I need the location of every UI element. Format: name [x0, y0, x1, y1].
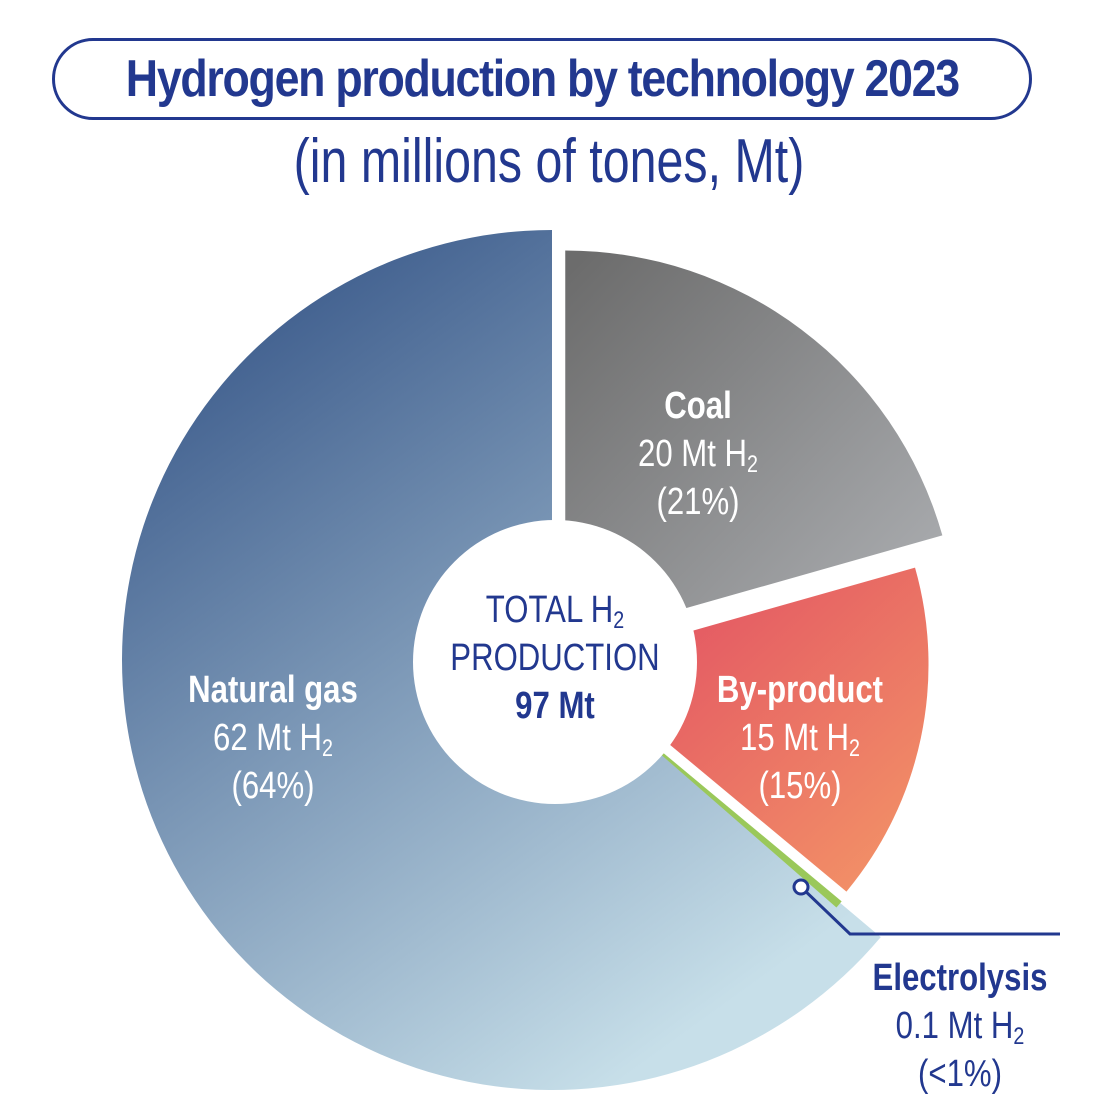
slice-label-electrolysis-name: Electrolysis	[873, 957, 1048, 999]
slice-label-byproduct-amount: 15 Mt H2	[740, 717, 860, 761]
slice-label-coal-amount: 20 Mt H2	[638, 433, 758, 477]
center-hole	[413, 520, 697, 804]
chart-title-box: Hydrogen production by technology 2023	[52, 38, 1032, 120]
center-label-line2: PRODUCTION	[450, 637, 659, 679]
electrolysis-leader-line	[799, 885, 1060, 936]
electrolysis-leader-dot	[792, 878, 810, 896]
center-total-text: TOTAL H	[486, 589, 614, 631]
chart-subtitle: (in millions of tones, Mt)	[293, 127, 805, 196]
center-label-total: 97 Mt	[515, 685, 595, 727]
slice-label-electrolysis-amount: 0.1 Mt H2	[896, 1005, 1025, 1049]
slice-label-natural-gas-amount: 62 Mt H2	[213, 717, 333, 761]
center-total-sub: 2	[613, 606, 624, 633]
slice-label-byproduct-percent: (15%)	[758, 765, 841, 807]
slice-label-electrolysis-percent: (<1%)	[918, 1053, 1002, 1095]
center-label-line1: TOTAL H2	[486, 589, 624, 633]
slice-label-byproduct-name: By-product	[717, 669, 883, 711]
slice-coal	[565, 250, 943, 643]
slice-label-natural-gas-name: Natural gas	[188, 669, 358, 711]
chart-title: Hydrogen production by technology 2023	[125, 50, 959, 108]
slice-label-natural-gas-percent: (64%)	[231, 765, 314, 807]
slice-label-coal-percent: (21%)	[656, 481, 739, 523]
slice-label-coal-name: Coal	[664, 385, 732, 427]
